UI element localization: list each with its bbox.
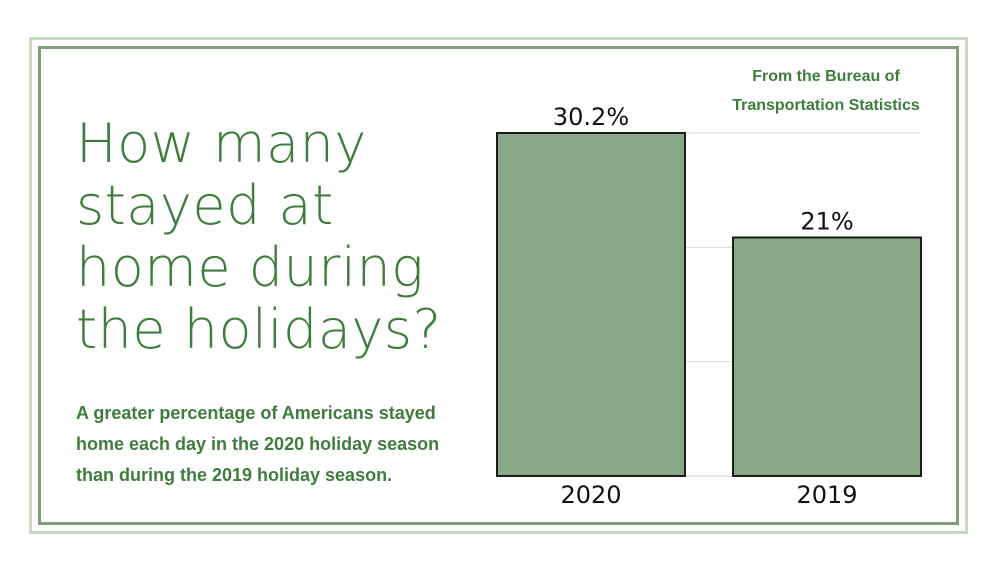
data-label-2019: 21% xyxy=(800,207,853,235)
subtext: A greater percentage of Americans stayed… xyxy=(76,403,440,485)
source-line-2: Transportation Statistics xyxy=(732,97,920,114)
category-label-2020: 2020 xyxy=(560,481,621,509)
category-label-2019: 2019 xyxy=(796,481,857,509)
inner-frame xyxy=(38,46,959,525)
source-note: From the Bureau of Transportation Statis… xyxy=(716,62,936,120)
outer-frame xyxy=(29,37,968,534)
bar-2019 xyxy=(732,236,922,477)
bar-2020 xyxy=(496,132,686,477)
data-label-2020: 30.2% xyxy=(553,103,629,131)
headline: How many stayed at home during the holid… xyxy=(76,112,442,361)
source-line-1: From the Bureau of xyxy=(752,68,900,85)
